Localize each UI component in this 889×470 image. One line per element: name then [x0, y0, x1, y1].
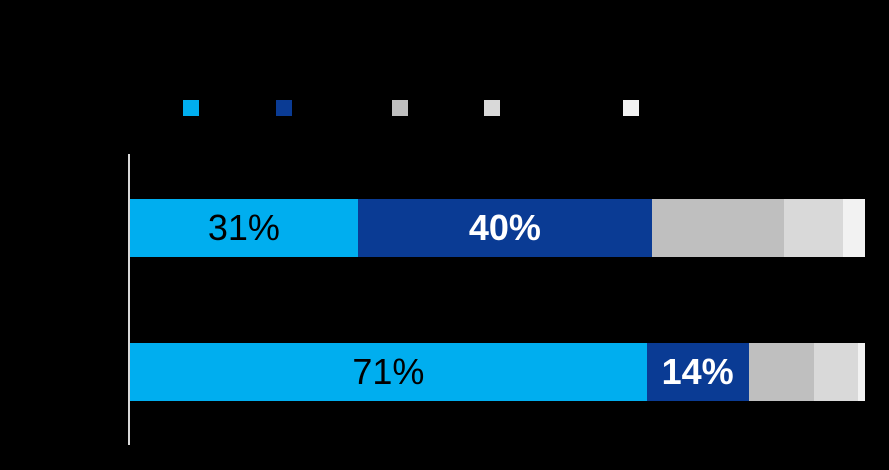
- legend-swatch-5: [623, 100, 639, 116]
- y-axis-line: [128, 154, 130, 445]
- bar-value-label: 71%: [352, 351, 425, 392]
- bar-value-label: 14%: [661, 351, 734, 392]
- stacked-bar: 31% 40%: [130, 199, 865, 257]
- legend-swatch-2: [276, 100, 292, 116]
- bar-segment: 31%: [130, 199, 358, 257]
- stacked-bar: 71% 14%: [130, 343, 865, 401]
- legend-swatch-3: [392, 100, 408, 116]
- bar-segment: 40%: [357, 199, 652, 257]
- legend-swatch-1: [183, 100, 199, 116]
- bar-segment: [814, 343, 858, 401]
- bar-segment: [651, 199, 785, 257]
- bar-value-label: 40%: [468, 207, 541, 248]
- bar-value-label: 31%: [207, 207, 280, 248]
- bar-segment: 14%: [646, 343, 749, 401]
- bar-segment: 71%: [130, 343, 647, 401]
- bar-segment: [857, 343, 865, 401]
- legend-swatch-4: [484, 100, 500, 116]
- legend: [0, 100, 889, 117]
- bar-segment: [842, 199, 865, 257]
- bar-segment: [748, 343, 815, 401]
- bar-segment: [784, 199, 843, 257]
